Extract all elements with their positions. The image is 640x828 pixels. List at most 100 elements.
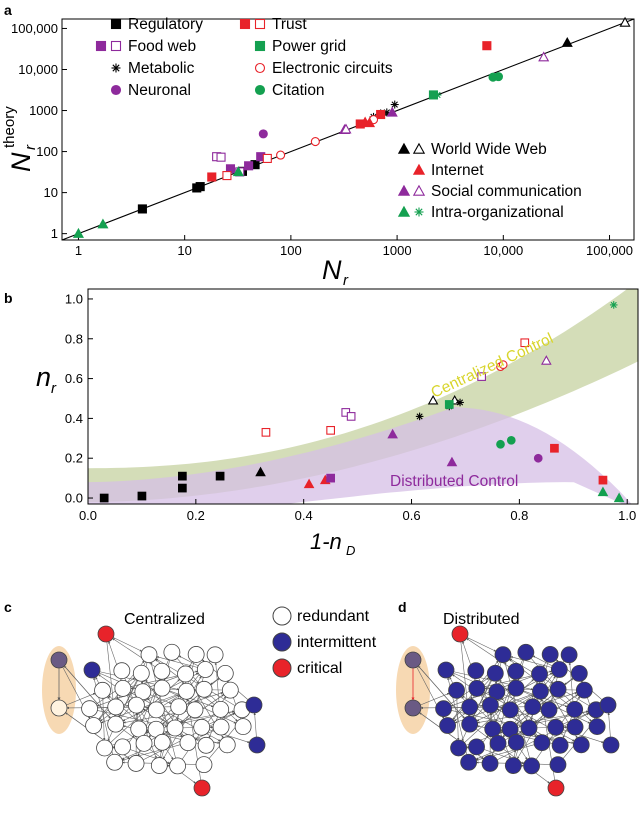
legend-marker xyxy=(272,658,292,678)
network-node xyxy=(96,739,113,757)
network-node xyxy=(439,717,456,734)
network-node xyxy=(196,661,214,678)
panel-a-frame xyxy=(61,18,635,241)
network-node xyxy=(517,643,535,661)
x-tick-label: 0.2 xyxy=(187,508,205,523)
network-node xyxy=(566,718,584,736)
legend-label: intermittent xyxy=(297,634,377,651)
network-node xyxy=(523,757,540,775)
network-node xyxy=(81,700,98,718)
data-point xyxy=(340,123,352,134)
network-node xyxy=(501,701,519,719)
network-node xyxy=(177,665,194,683)
network-node xyxy=(504,757,522,774)
panel-b-frame xyxy=(87,288,639,505)
panel-b-y-label: n xyxy=(36,362,51,392)
panel-a-x-label: N xyxy=(322,255,342,285)
network-node xyxy=(551,736,569,754)
network-node xyxy=(163,643,181,661)
network-node xyxy=(153,679,171,697)
network-node xyxy=(484,720,502,738)
data-point xyxy=(255,466,266,477)
data-point xyxy=(261,427,271,437)
network-node xyxy=(130,720,148,738)
network-node xyxy=(50,699,68,717)
network-node xyxy=(107,698,125,716)
legend-entry: Electronic circuits xyxy=(254,60,393,77)
network-node xyxy=(132,664,150,682)
data-point xyxy=(363,117,376,128)
y-tick-label: 10,000 xyxy=(18,62,58,77)
data-point xyxy=(477,372,486,381)
network-node xyxy=(404,651,422,669)
legend-marker xyxy=(254,18,266,30)
data-point xyxy=(326,425,335,435)
network-node xyxy=(533,734,551,752)
data-point xyxy=(506,435,516,445)
y-tick-label: 0.0 xyxy=(65,491,83,506)
x-tick-label: 0.6 xyxy=(402,508,420,523)
x-tick-label: 0.8 xyxy=(510,508,528,523)
network-node xyxy=(153,733,171,751)
network-node xyxy=(482,696,499,714)
network-node xyxy=(494,646,512,664)
network-node xyxy=(486,664,504,682)
panel-b-x-label: 1-n xyxy=(310,529,342,554)
network-node xyxy=(540,701,558,719)
data-point xyxy=(97,218,109,229)
legend-label: Intra-organizational xyxy=(431,204,564,221)
data-point xyxy=(561,36,573,47)
x-tick-label: 100 xyxy=(280,243,302,258)
network-node xyxy=(560,646,578,664)
panel-label-b: b xyxy=(4,290,13,306)
network-node xyxy=(450,739,467,757)
legend-entry: redundant xyxy=(272,606,370,626)
legend-entry: World Wide Web xyxy=(397,141,547,158)
legend-entry: intermittent xyxy=(272,632,377,652)
distributed-network xyxy=(396,625,620,797)
data-point xyxy=(72,227,84,238)
data-point xyxy=(232,166,244,177)
network-node xyxy=(178,682,195,700)
data-point xyxy=(376,109,386,120)
legend-label: Citation xyxy=(272,82,325,99)
legend-label: Electronic circuits xyxy=(272,60,393,77)
legend-entry: Metabolic xyxy=(111,60,195,77)
legend-entry: Neuronal xyxy=(110,82,191,99)
network-node xyxy=(566,700,584,718)
x-tick-label: 1.0 xyxy=(618,508,636,523)
network-node xyxy=(575,681,593,699)
data-point xyxy=(222,171,232,181)
legend-marker xyxy=(272,632,292,652)
legend-marker xyxy=(110,18,122,30)
network-node xyxy=(448,681,465,699)
network-node xyxy=(461,715,479,733)
network-node xyxy=(195,756,213,774)
network-node xyxy=(221,681,239,699)
panel-a-x-label-sub: r xyxy=(343,272,349,289)
data-point xyxy=(346,412,356,421)
data-point xyxy=(326,473,335,483)
y-tick-label: 0.8 xyxy=(65,331,83,346)
data-point xyxy=(386,106,398,117)
legend-marker xyxy=(110,40,122,52)
network-node xyxy=(206,646,224,664)
network-node xyxy=(541,646,559,663)
data-point xyxy=(387,428,398,439)
network-edge xyxy=(452,673,496,720)
panel-b-scatter: 0.0 0.2 0.4 0.6 0.8 1.00.00.20.40.60.81.0 Cen… xyxy=(36,288,639,558)
network-node xyxy=(520,719,538,737)
y-tick-label: 100 xyxy=(36,144,58,159)
network-node xyxy=(437,661,455,679)
legend-marker xyxy=(95,40,107,52)
network-node xyxy=(153,662,171,680)
data-point xyxy=(310,137,320,147)
legend-label: Social communication xyxy=(431,183,582,200)
data-point xyxy=(195,182,205,192)
distributed-control-band xyxy=(88,406,632,504)
panel-a-scatter: 1 10 100 1000 10,000 100,000 1 10 100 1000 10,000 1… xyxy=(1,16,635,289)
network-node xyxy=(404,699,422,717)
legend-label: Internet xyxy=(431,162,484,179)
network-node xyxy=(507,662,525,680)
x-tick-label: 0.4 xyxy=(295,508,313,523)
